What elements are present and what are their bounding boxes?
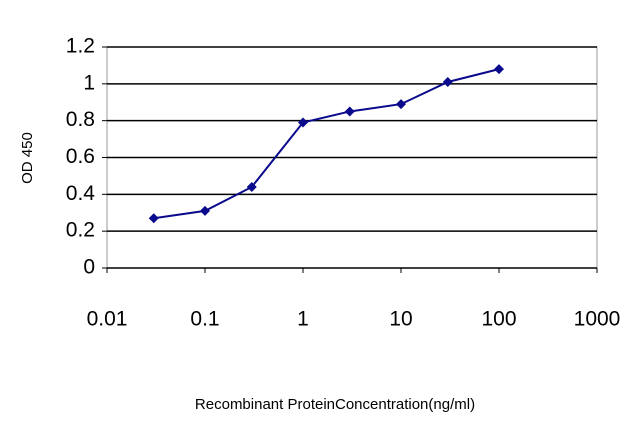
x-axis-label: Recombinant ProteinConcentration(ng/ml) [195, 396, 475, 413]
data-point [396, 99, 406, 110]
data-point [442, 76, 453, 87]
y-tick-label: 0.4 [66, 182, 96, 205]
y-tick-label: 0.2 [66, 219, 95, 242]
x-tick-label: 10 [389, 308, 412, 331]
y-tick-label: 0.8 [66, 108, 95, 131]
x-tick-label: 1 [297, 308, 309, 331]
data-point [246, 181, 257, 192]
y-tick-label: 1 [83, 71, 95, 94]
x-tick-label: 0.01 [87, 308, 128, 331]
y-axis-label: OD 450 [19, 132, 36, 184]
data-point [494, 64, 504, 75]
x-tick-label: 0.1 [190, 308, 219, 331]
x-tick-label: 100 [481, 308, 516, 331]
data-point [298, 117, 308, 128]
data-point [200, 205, 210, 216]
x-tick-label: 1000 [574, 308, 621, 331]
data-line [153, 68, 500, 220]
y-tick-label: 1.2 [66, 35, 95, 58]
data-point [344, 106, 355, 117]
y-tick-label: 0.6 [66, 145, 95, 168]
data-point [148, 213, 159, 224]
y-tick-label: 0 [83, 256, 95, 279]
